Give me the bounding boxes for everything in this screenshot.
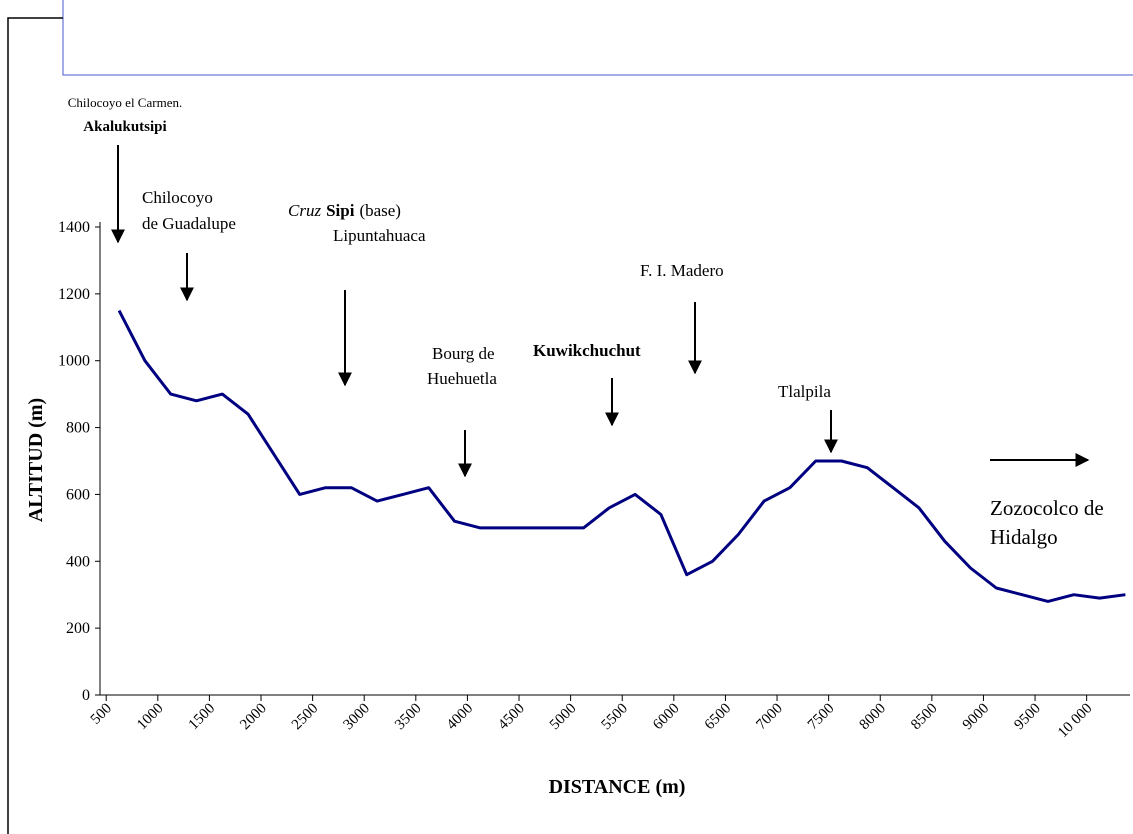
x-tick-label: 5000 (547, 701, 580, 734)
annotation-text: Akalukutsipi (83, 119, 166, 135)
annotation-text: Tlalpila (778, 382, 831, 401)
annotation: de Guadalupe (142, 214, 236, 233)
profile-line (117, 309, 1126, 603)
annotation: Akalukutsipi (83, 119, 166, 135)
y-tick-label: 1000 (58, 353, 90, 370)
annotation-text: Kuwikchuchut (533, 341, 641, 360)
x-tick-label: 6500 (702, 701, 735, 734)
x-tick-label: 500 (88, 701, 115, 728)
annotation: Bourg de (432, 344, 495, 363)
x-tick-label: 6000 (650, 701, 683, 734)
x-tick-label: 5500 (599, 701, 632, 734)
y-tick-label: 800 (66, 420, 90, 437)
x-tick-label: 9500 (1011, 701, 1044, 734)
x-tick-label: 10 000 (1055, 701, 1095, 741)
x-tick-label: 1500 (186, 701, 219, 734)
x-tick-label: 2500 (289, 701, 322, 734)
y-tick-label: 400 (66, 553, 90, 570)
x-tick-label: 3000 (341, 701, 374, 734)
x-tick-label: 4000 (444, 701, 477, 734)
annotation-text: (base) (359, 201, 401, 220)
x-tick-label: 7500 (805, 701, 838, 734)
y-tick-label: 200 (66, 620, 90, 637)
annotation-text: Sipi (326, 201, 355, 220)
y-tick-label: 1200 (58, 286, 90, 303)
x-tick-label: 2000 (237, 701, 270, 734)
annotation: Tlalpila (778, 382, 831, 401)
x-tick-label: 7000 (753, 701, 786, 734)
annotation-text: Chilocoyo el Carmen. (68, 95, 182, 110)
x-axis-title: DISTANCE (m) (549, 776, 686, 798)
x-tick-label: 8000 (857, 701, 890, 734)
y-tick-label: 0 (82, 687, 90, 704)
annotation: Chilocoyo (142, 188, 213, 207)
annotation-text: Chilocoyo (142, 188, 213, 207)
annotation: Kuwikchuchut (533, 341, 641, 360)
header-box (62, 0, 1133, 76)
annotation: F. I. Madero (640, 261, 724, 280)
annotation-text: Huehuetla (427, 369, 497, 388)
annotation-text: Bourg de (432, 344, 495, 363)
frame (7, 17, 63, 834)
annotation: Chilocoyo el Carmen. (68, 95, 182, 110)
x-tick-label: 1000 (134, 701, 167, 734)
x-tick-label: 4500 (495, 701, 528, 734)
x-tick-label: 3500 (392, 701, 425, 734)
annotation-text: Cruz (288, 201, 321, 220)
annotation: Hidalgo (990, 525, 1058, 549)
annotation-text: F. I. Madero (640, 261, 724, 280)
annotation: Lipuntahuaca (333, 226, 426, 245)
annotation: Cruz Sipi (base) (288, 201, 401, 220)
y-axis-title: ALTITUD (m) (25, 398, 47, 522)
y-tick-label: 1400 (58, 219, 90, 236)
annotation: Huehuetla (427, 369, 497, 388)
x-tick-label: 9000 (960, 701, 993, 734)
annotation: Zozocolco de (990, 496, 1104, 520)
x-tick-label: 8500 (908, 701, 941, 734)
annotation-text: Zozocolco de (990, 496, 1104, 520)
annotation-text: Lipuntahuaca (333, 226, 426, 245)
y-tick-label: 600 (66, 486, 90, 503)
annotation-text: Hidalgo (990, 525, 1058, 549)
annotation-text: de Guadalupe (142, 214, 236, 233)
